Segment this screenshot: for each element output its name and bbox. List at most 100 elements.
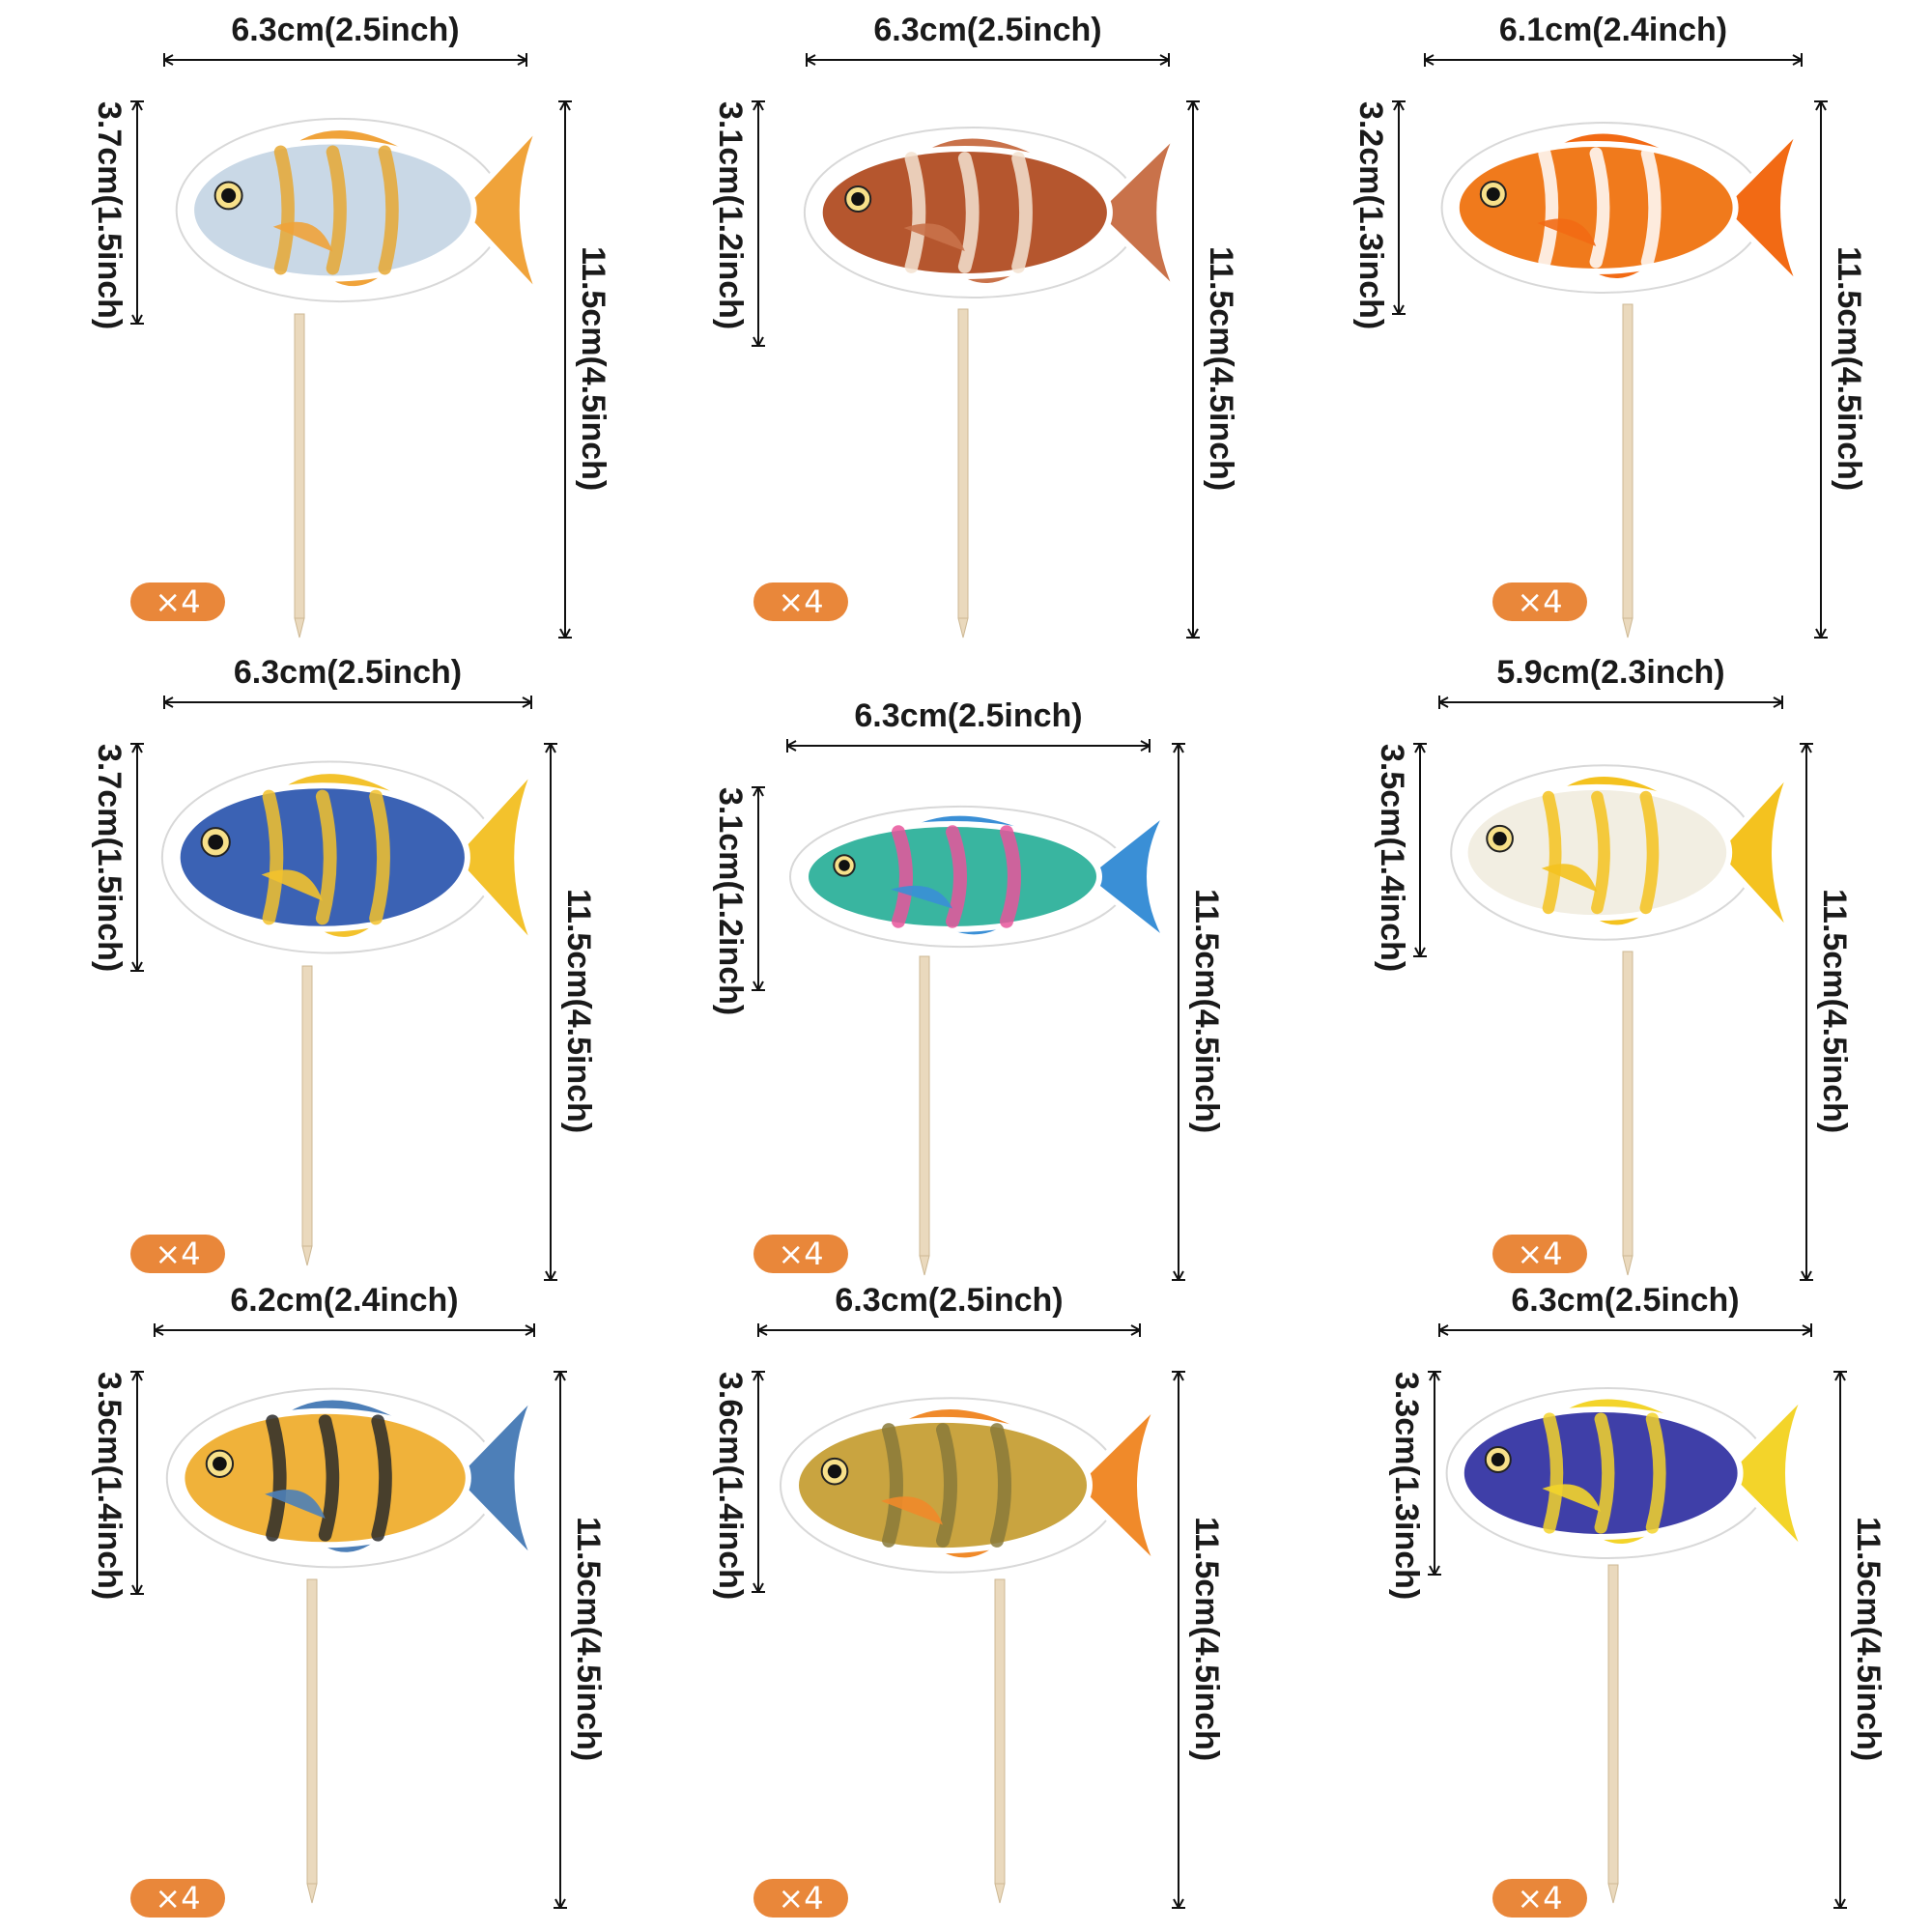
total-length-label: 11.5cm(4.5inch) [570,1517,607,1762]
quantity-badge: ×4 [753,1235,848,1273]
width-label: 6.1cm(2.4inch) [1498,12,1728,48]
width-dimension-arrow [154,1323,535,1337]
toothpick-stick [994,1578,1006,1885]
height-dimension-arrow [130,100,144,325]
quantity-badge: ×4 [130,582,225,621]
toothpick-tip [306,1883,318,1904]
pupil [1486,187,1500,201]
pupil [221,187,237,203]
pupil [1491,1453,1505,1466]
width-label: 6.2cm(2.4inch) [230,1282,459,1319]
regal-angelfish-illustration [165,1387,539,1569]
tail-fin [449,763,539,952]
total-length-label: 11.5cm(4.5inch) [1850,1517,1887,1762]
body-stripe [266,1414,287,1542]
body-stripe [882,1423,903,1548]
pupil [208,834,224,850]
body-stripe [371,1414,392,1542]
toothpick-stick [919,955,930,1257]
height-dimension-arrow [1413,743,1427,957]
fish-body [1453,141,1739,274]
toothpick-tip [919,1255,930,1276]
pompano-fish-illustration [175,117,544,303]
toothpick-tip [1622,617,1634,639]
width-dimension-arrow [163,53,527,67]
total-length-label: 11.5cm(4.5inch) [560,889,597,1134]
body-stripe [1542,790,1562,915]
quantity-badge: ×4 [1492,1879,1587,1918]
pectoral-fin [881,1496,943,1525]
body-stripe [262,789,284,925]
fish-body [803,821,1102,932]
body-stripe [892,825,913,928]
height-label: 3.6cm(1.4inch) [712,1372,749,1601]
toothpick-stick [1607,1564,1619,1885]
height-dimension-arrow [130,1371,144,1595]
quantity-badge: ×4 [753,1879,848,1918]
body-stripe [1011,152,1033,273]
width-dimension-arrow [163,696,532,709]
pupil [1492,831,1507,846]
height-dimension-arrow [130,743,144,972]
total-length-arrow [1800,743,1813,1281]
width-label: 6.3cm(2.5inch) [835,1282,1064,1319]
total-length-label: 11.5cm(4.5inch) [575,246,611,492]
pupil [827,1463,842,1479]
total-length-arrow [554,1371,567,1909]
fish-body [179,1407,471,1548]
width-label: 6.3cm(2.5inch) [873,12,1102,48]
height-label: 3.2cm(1.3inch) [1352,101,1389,330]
toothpick-stick [957,308,969,619]
body-stripe [1591,790,1610,915]
height-label: 3.1cm(1.2inch) [712,101,749,330]
body-stripe [273,145,295,275]
height-label: 3.5cm(1.4inch) [91,1372,128,1601]
pupil [851,192,866,206]
body-stripe [369,789,390,925]
width-label: 6.3cm(2.5inch) [1511,1282,1740,1319]
total-length-arrow [1172,743,1185,1281]
width-label: 6.3cm(2.5inch) [231,12,460,48]
width-label: 5.9cm(2.3inch) [1496,654,1725,691]
toothpick-stick [1622,303,1634,619]
body-stripe [1639,790,1660,915]
toothpick-stick [306,1578,318,1885]
pupil [838,860,850,871]
tail-fin [450,1389,539,1567]
height-label: 3.5cm(1.4inch) [1374,744,1410,973]
tail-fin [1081,807,1172,947]
width-dimension-arrow [757,1323,1141,1337]
toothpick-tip [957,617,969,639]
height-label: 3.7cm(1.5inch) [91,744,128,973]
total-length-arrow [1814,100,1828,639]
total-length-label: 11.5cm(4.5inch) [1188,889,1225,1134]
quantity-badge: ×4 [753,582,848,621]
width-dimension-arrow [786,739,1151,753]
width-dimension-arrow [806,53,1170,67]
height-dimension-arrow [752,100,765,347]
quantity-badge: ×4 [1492,1235,1587,1273]
toothpick-stick [294,313,305,619]
pectoral-fin [265,1490,326,1519]
body-stripe [1645,1412,1666,1534]
toothpick-tip [301,1245,313,1266]
parrotfish-illustration [789,805,1172,949]
height-label: 3.1cm(1.2inch) [712,787,749,1016]
tail-fin [1722,1389,1809,1557]
total-length-arrow [1172,1371,1185,1909]
body-stripe [1543,1412,1564,1534]
toothpick-stick [1622,951,1634,1257]
pectoral-fin [1541,864,1598,893]
quantity-badge: ×4 [130,1879,225,1918]
fish-body [188,138,477,282]
height-dimension-arrow [1392,100,1406,315]
butterflyfish-illustration [1450,764,1795,941]
pectoral-fin [261,869,323,901]
total-length-arrow [1186,100,1200,639]
body-stripe [904,152,926,273]
width-label: 6.3cm(2.5inch) [233,654,463,691]
emperor-angelfish-illustration [160,760,539,954]
pupil [213,1456,227,1471]
pectoral-fin [903,223,965,251]
